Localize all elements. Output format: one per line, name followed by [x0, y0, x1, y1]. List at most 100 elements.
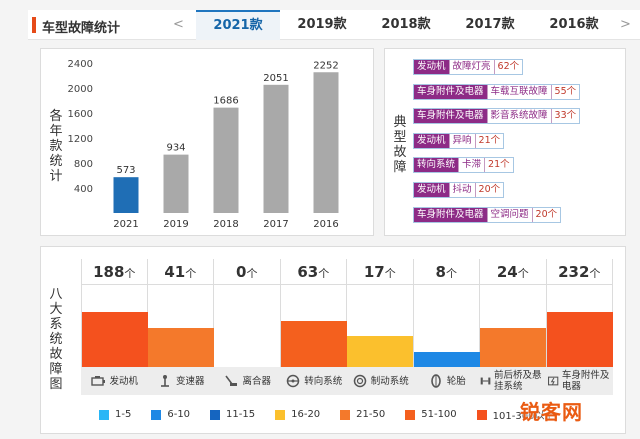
- system-bar: [413, 352, 480, 367]
- legend-swatch: [275, 409, 286, 420]
- x-tick-label: 2021: [113, 219, 138, 230]
- fault-name: 空调问题: [486, 207, 532, 222]
- system-label-suspension[interactable]: 前后桥及悬挂系统: [480, 367, 547, 395]
- y-tick-label: 2400: [68, 59, 93, 70]
- system-column[interactable]: 17个: [347, 259, 414, 367]
- legend-item: 101-300以上: [476, 407, 554, 422]
- system-count: 232个: [546, 259, 612, 285]
- tab-2021[interactable]: 2021款: [196, 10, 280, 40]
- x-tick-label: 2017: [263, 219, 288, 230]
- system-count: 188个: [82, 259, 147, 285]
- system-column[interactable]: 8个: [413, 259, 480, 367]
- x-tick-label: 2016: [313, 219, 338, 230]
- legend-item: 51-100: [405, 407, 457, 422]
- yearly-stats-label: 各年款统计: [49, 109, 63, 184]
- system-label-steering[interactable]: 转向系统: [281, 367, 348, 395]
- system-column[interactable]: 0个: [214, 259, 281, 367]
- typical-faults-label: 典型故障: [393, 115, 407, 175]
- system-count: 24个: [480, 259, 546, 285]
- typical-faults-list: 发动机 故障灯亮 62个 车身附件及电器 车载互联故障 55个 车身附件及电器 …: [413, 59, 581, 231]
- fault-item[interactable]: 发动机 抖动 20个: [413, 181, 505, 198]
- legend-item: 6-10: [151, 407, 190, 422]
- fault-item[interactable]: 车身附件及电器 空调问题 20个: [413, 206, 562, 223]
- steering-wheel-icon: [286, 374, 300, 388]
- system-bar: [347, 335, 413, 367]
- fault-category: 车身附件及电器: [414, 84, 487, 99]
- legend-swatch: [476, 409, 487, 420]
- fault-category: 发动机: [414, 182, 449, 197]
- page-title: 车型故障统计: [42, 21, 121, 36]
- bar-value-label: 2051: [263, 73, 288, 84]
- bar: [263, 84, 289, 213]
- system-label-tire[interactable]: 轮胎: [414, 367, 481, 395]
- system-label-clutch[interactable]: 离合器: [214, 367, 281, 395]
- systems-grid: 188个 41个 0个 63个 17个 8个 24个 232个: [81, 259, 613, 367]
- x-tick-label: 2018: [213, 219, 238, 230]
- fault-item[interactable]: 车身附件及电器 车载互联故障 55个: [413, 83, 581, 100]
- fault-category: 转向系统: [414, 158, 459, 173]
- system-bar: [280, 321, 347, 367]
- eight-systems-label: 八大系统故障图: [49, 287, 63, 392]
- eight-systems-panel: 八大系统故障图 188个 41个 0个 63个 17个 8个 24个: [40, 246, 626, 434]
- system-column[interactable]: 63个: [280, 259, 347, 367]
- y-tick-label: 800: [74, 159, 93, 170]
- yearly-bar-chart: 400 800 1200 1600 2000 2400 573 2021 934 2019 1686…: [68, 59, 339, 230]
- tab-2018[interactable]: 2018款: [381, 17, 431, 32]
- system-column[interactable]: 41个: [147, 259, 214, 367]
- fault-item[interactable]: 车身附件及电器 影音系统故障 33个: [413, 108, 581, 125]
- fault-item[interactable]: 转向系统 卡滞 21个: [413, 157, 514, 174]
- fault-name: 影音系统故障: [486, 109, 551, 124]
- system-label-electrical[interactable]: 车身附件及电器: [547, 367, 614, 395]
- system-label-transmission[interactable]: 变速器: [148, 367, 215, 395]
- year-tabs: 2021款 2019款 2018款 2017款 2016款: [196, 10, 616, 40]
- bar-value-label: 573: [116, 165, 135, 176]
- system-bar: [82, 312, 148, 367]
- fault-count: 20个: [531, 207, 561, 222]
- system-column[interactable]: 188个: [81, 259, 148, 367]
- system-bar: [546, 312, 613, 367]
- bar-value-label: 2252: [313, 60, 338, 71]
- system-count: 41个: [147, 259, 213, 285]
- system-count: 0个: [214, 259, 280, 285]
- electrical-icon: [547, 376, 558, 386]
- tab-2016[interactable]: 2016款: [549, 17, 599, 32]
- system-column[interactable]: 24个: [480, 259, 547, 367]
- color-legend: 1-5 6-10 11-15 16-20 21-50 51-100 101-30…: [99, 407, 554, 422]
- bar: [313, 72, 339, 213]
- system-count: 63个: [280, 259, 346, 285]
- fault-count: 55个: [550, 84, 580, 99]
- engine-icon: [91, 376, 106, 386]
- top-bar: 车型故障统计 < 2021款 2019款 2018款 2017款 2016款 >: [28, 10, 640, 40]
- fault-count: 21个: [474, 133, 504, 148]
- system-label-engine[interactable]: 发动机: [81, 367, 148, 395]
- bar: [213, 107, 239, 213]
- system-bar: [147, 328, 214, 367]
- fault-item[interactable]: 发动机 异响 21个: [413, 132, 505, 149]
- tire-icon: [430, 374, 441, 388]
- next-arrow-button[interactable]: >: [620, 17, 631, 32]
- gear-shift-icon: [160, 375, 169, 387]
- typical-faults-panel: 典型故障 发动机 故障灯亮 62个 车身附件及电器 车载互联故障 55个 车身附…: [384, 48, 626, 236]
- bar: [163, 154, 189, 213]
- system-bar: [480, 328, 546, 367]
- bar-value-label: 1686: [213, 96, 238, 107]
- tab-2017[interactable]: 2017款: [465, 17, 515, 32]
- system-column[interactable]: 232个: [546, 259, 613, 367]
- legend-item: 16-20: [275, 407, 320, 422]
- bar-value-label: 934: [166, 143, 185, 154]
- prev-arrow-button[interactable]: <: [173, 17, 184, 32]
- system-count: 17个: [347, 259, 413, 285]
- y-tick-label: 400: [74, 184, 93, 195]
- fault-category: 发动机: [414, 60, 449, 74]
- fault-count: 21个: [484, 158, 513, 173]
- fault-count: 33个: [550, 109, 580, 124]
- x-tick-label: 2019: [163, 219, 188, 230]
- legend-swatch: [340, 409, 351, 420]
- tab-2019[interactable]: 2019款: [297, 17, 347, 32]
- title-accent: [32, 17, 36, 33]
- fault-item[interactable]: 发动机 故障灯亮 62个: [413, 59, 524, 75]
- system-label-brake[interactable]: 制动系统: [347, 367, 414, 395]
- legend-swatch: [210, 409, 221, 420]
- fault-category: 车身附件及电器: [414, 109, 487, 124]
- fault-count: 62个: [493, 60, 523, 74]
